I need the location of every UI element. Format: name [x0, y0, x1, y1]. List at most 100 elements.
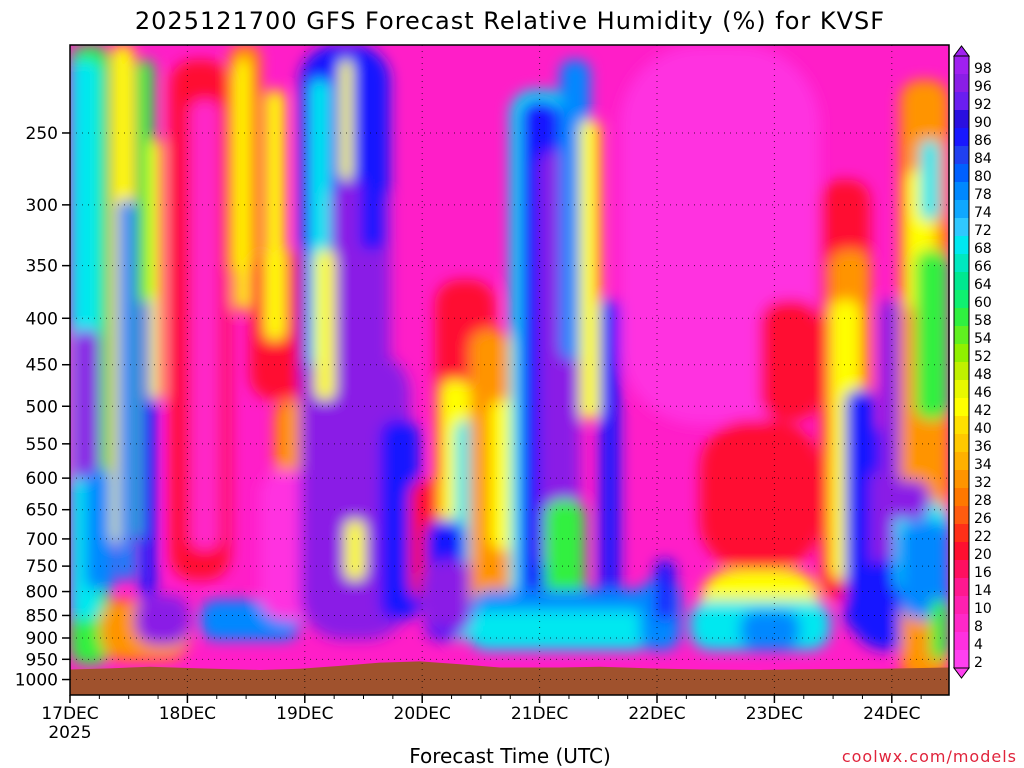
rh-patch: [345, 520, 365, 580]
x-axis-label: Forecast Time (UTC): [409, 744, 611, 768]
colorbar-swatch: [954, 524, 969, 543]
colorbar-label: 84: [974, 151, 992, 167]
rh-patch: [85, 470, 115, 590]
colorbar: 9896929086848078747268666460585452484642…: [953, 45, 992, 679]
colorbar-swatch: [954, 200, 969, 219]
colorbar-label: 34: [974, 457, 992, 473]
colorbar-swatch: [954, 236, 969, 255]
x-tick-label: 18DEC: [159, 704, 216, 724]
colorbar-swatch: [954, 254, 969, 273]
colorbar-swatch: [954, 416, 969, 435]
y-tick-label: 900: [26, 629, 58, 649]
y-tick-label: 250: [26, 124, 58, 144]
colorbar-swatch: [954, 56, 969, 75]
chart-title: 2025121700 GFS Forecast Relative Humidit…: [135, 7, 885, 35]
rh-patch: [930, 600, 949, 660]
colorbar-label: 16: [974, 565, 992, 581]
colorbar-swatch: [954, 74, 969, 93]
rh-patch: [580, 120, 600, 420]
rh-patch: [360, 70, 385, 250]
y-tick-label: 300: [26, 196, 58, 216]
colorbar-label: 32: [974, 475, 992, 491]
y-tick-label: 950: [26, 650, 58, 670]
rh-patch: [740, 610, 800, 650]
colorbar-label: 64: [974, 277, 992, 293]
colorbar-swatch: [954, 92, 969, 111]
colorbar-swatch: [954, 488, 969, 507]
y-tick-label: 350: [26, 257, 58, 277]
rh-patch: [915, 250, 949, 420]
colorbar-swatch: [954, 560, 969, 579]
colorbar-label: 58: [974, 313, 992, 329]
y-tick-label: 600: [26, 469, 58, 489]
colorbar-swatch: [954, 110, 969, 129]
y-tick-label: 450: [26, 356, 58, 376]
rh-patch: [900, 520, 949, 620]
x-tick-label: 22DEC: [628, 704, 685, 724]
colorbar-label: 40: [974, 421, 992, 437]
colorbar-label: 36: [974, 439, 992, 455]
colorbar-bottom-arrow: [953, 667, 970, 679]
terrain-surface: [70, 661, 949, 695]
y-tick-label: 400: [26, 309, 58, 329]
colorbar-label: 14: [974, 583, 992, 599]
colorbar-label: 20: [974, 547, 992, 563]
colorbar-label: 68: [974, 241, 992, 257]
y-tick-label: 700: [26, 530, 58, 550]
colorbar-swatch: [954, 470, 969, 489]
rh-patch: [470, 610, 650, 650]
colorbar-label: 10: [974, 601, 992, 617]
x-tick-label: 24DEC: [863, 704, 920, 724]
rh-patch: [655, 560, 675, 620]
rh-patch: [315, 250, 335, 400]
colorbar-swatch: [954, 218, 969, 237]
x-tick-label: 19DEC: [276, 704, 333, 724]
y-tick-label: 850: [26, 606, 58, 626]
colorbar-swatch: [954, 650, 969, 669]
y-tick-label: 650: [26, 501, 58, 521]
colorbar-swatch: [954, 542, 969, 561]
colorbar-swatch: [954, 128, 969, 147]
colorbar-swatch: [954, 164, 969, 183]
colorbar-swatch: [954, 272, 969, 291]
rh-patch: [600, 300, 620, 600]
colorbar-swatch: [954, 380, 969, 399]
colorbar-swatch: [954, 452, 969, 471]
colorbar-label: 72: [974, 223, 992, 239]
rh-patch: [72, 330, 100, 480]
colorbar-label: 60: [974, 295, 992, 311]
colorbar-label: 28: [974, 493, 992, 509]
colorbar-label: 80: [974, 169, 992, 185]
rh-patch: [265, 90, 285, 340]
colorbar-label: 96: [974, 79, 992, 95]
colorbar-label: 26: [974, 511, 992, 527]
colorbar-label: 66: [974, 259, 992, 275]
x-tick-label: 21DEC: [511, 704, 568, 724]
colorbar-swatch: [954, 506, 969, 525]
source-label: coolwx.com/models: [842, 747, 1017, 766]
colorbar-label: 86: [974, 133, 992, 149]
colorbar-label: 92: [974, 97, 992, 113]
colorbar-label: 48: [974, 367, 992, 383]
colorbar-swatch: [954, 362, 969, 381]
y-tick-label: 550: [26, 435, 58, 455]
colorbar-label: 2: [974, 655, 983, 671]
rh-patch: [190, 100, 220, 550]
rh-patch: [135, 595, 190, 645]
humidity-field: [70, 45, 949, 680]
colorbar-swatch: [954, 290, 969, 309]
rh-patch: [760, 300, 820, 420]
colorbar-label: 98: [974, 61, 992, 77]
colorbar-label: 46: [974, 385, 992, 401]
y-axis: 250 300 350 400 450 500 550 600 650 700 750 800 850 9…: [15, 124, 70, 691]
colorbar-swatch: [954, 182, 969, 201]
y-tick-label: 500: [26, 397, 58, 417]
rh-patch: [920, 140, 940, 220]
colorbar-label: 52: [974, 349, 992, 365]
rh-patch: [880, 300, 900, 500]
colorbar-swatch: [954, 344, 969, 363]
colorbar-swatch: [954, 614, 969, 633]
colorbar-label: 90: [974, 115, 992, 131]
colorbar-swatch: [954, 578, 969, 597]
rh-patch: [700, 420, 820, 570]
